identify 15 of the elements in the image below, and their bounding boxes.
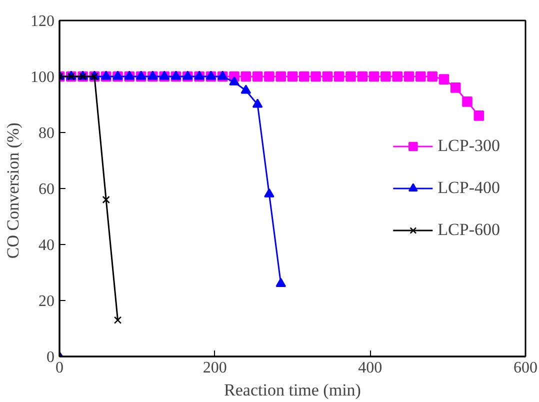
x-tick-label: 600	[514, 360, 538, 376]
y-tick-label: 60	[38, 181, 54, 198]
y-axis-title: CO Conversion (%)	[4, 122, 22, 259]
y-tick-label: 120	[30, 13, 54, 30]
legend-label: LCP-400	[438, 178, 500, 198]
y-tick-label: 20	[38, 293, 54, 310]
legend-label: LCP-300	[438, 136, 500, 156]
x-tick-label: 400	[358, 360, 382, 376]
y-tick-label: 0	[46, 349, 54, 366]
y-tick-label: 80	[38, 125, 54, 142]
y-tick-label: 100	[30, 69, 54, 86]
x-axis-title: Reaction time (min)	[224, 380, 361, 400]
legend-label: LCP-600	[438, 220, 500, 240]
y-tick-label: 40	[38, 237, 54, 254]
x-tick-label: 200	[202, 360, 227, 376]
